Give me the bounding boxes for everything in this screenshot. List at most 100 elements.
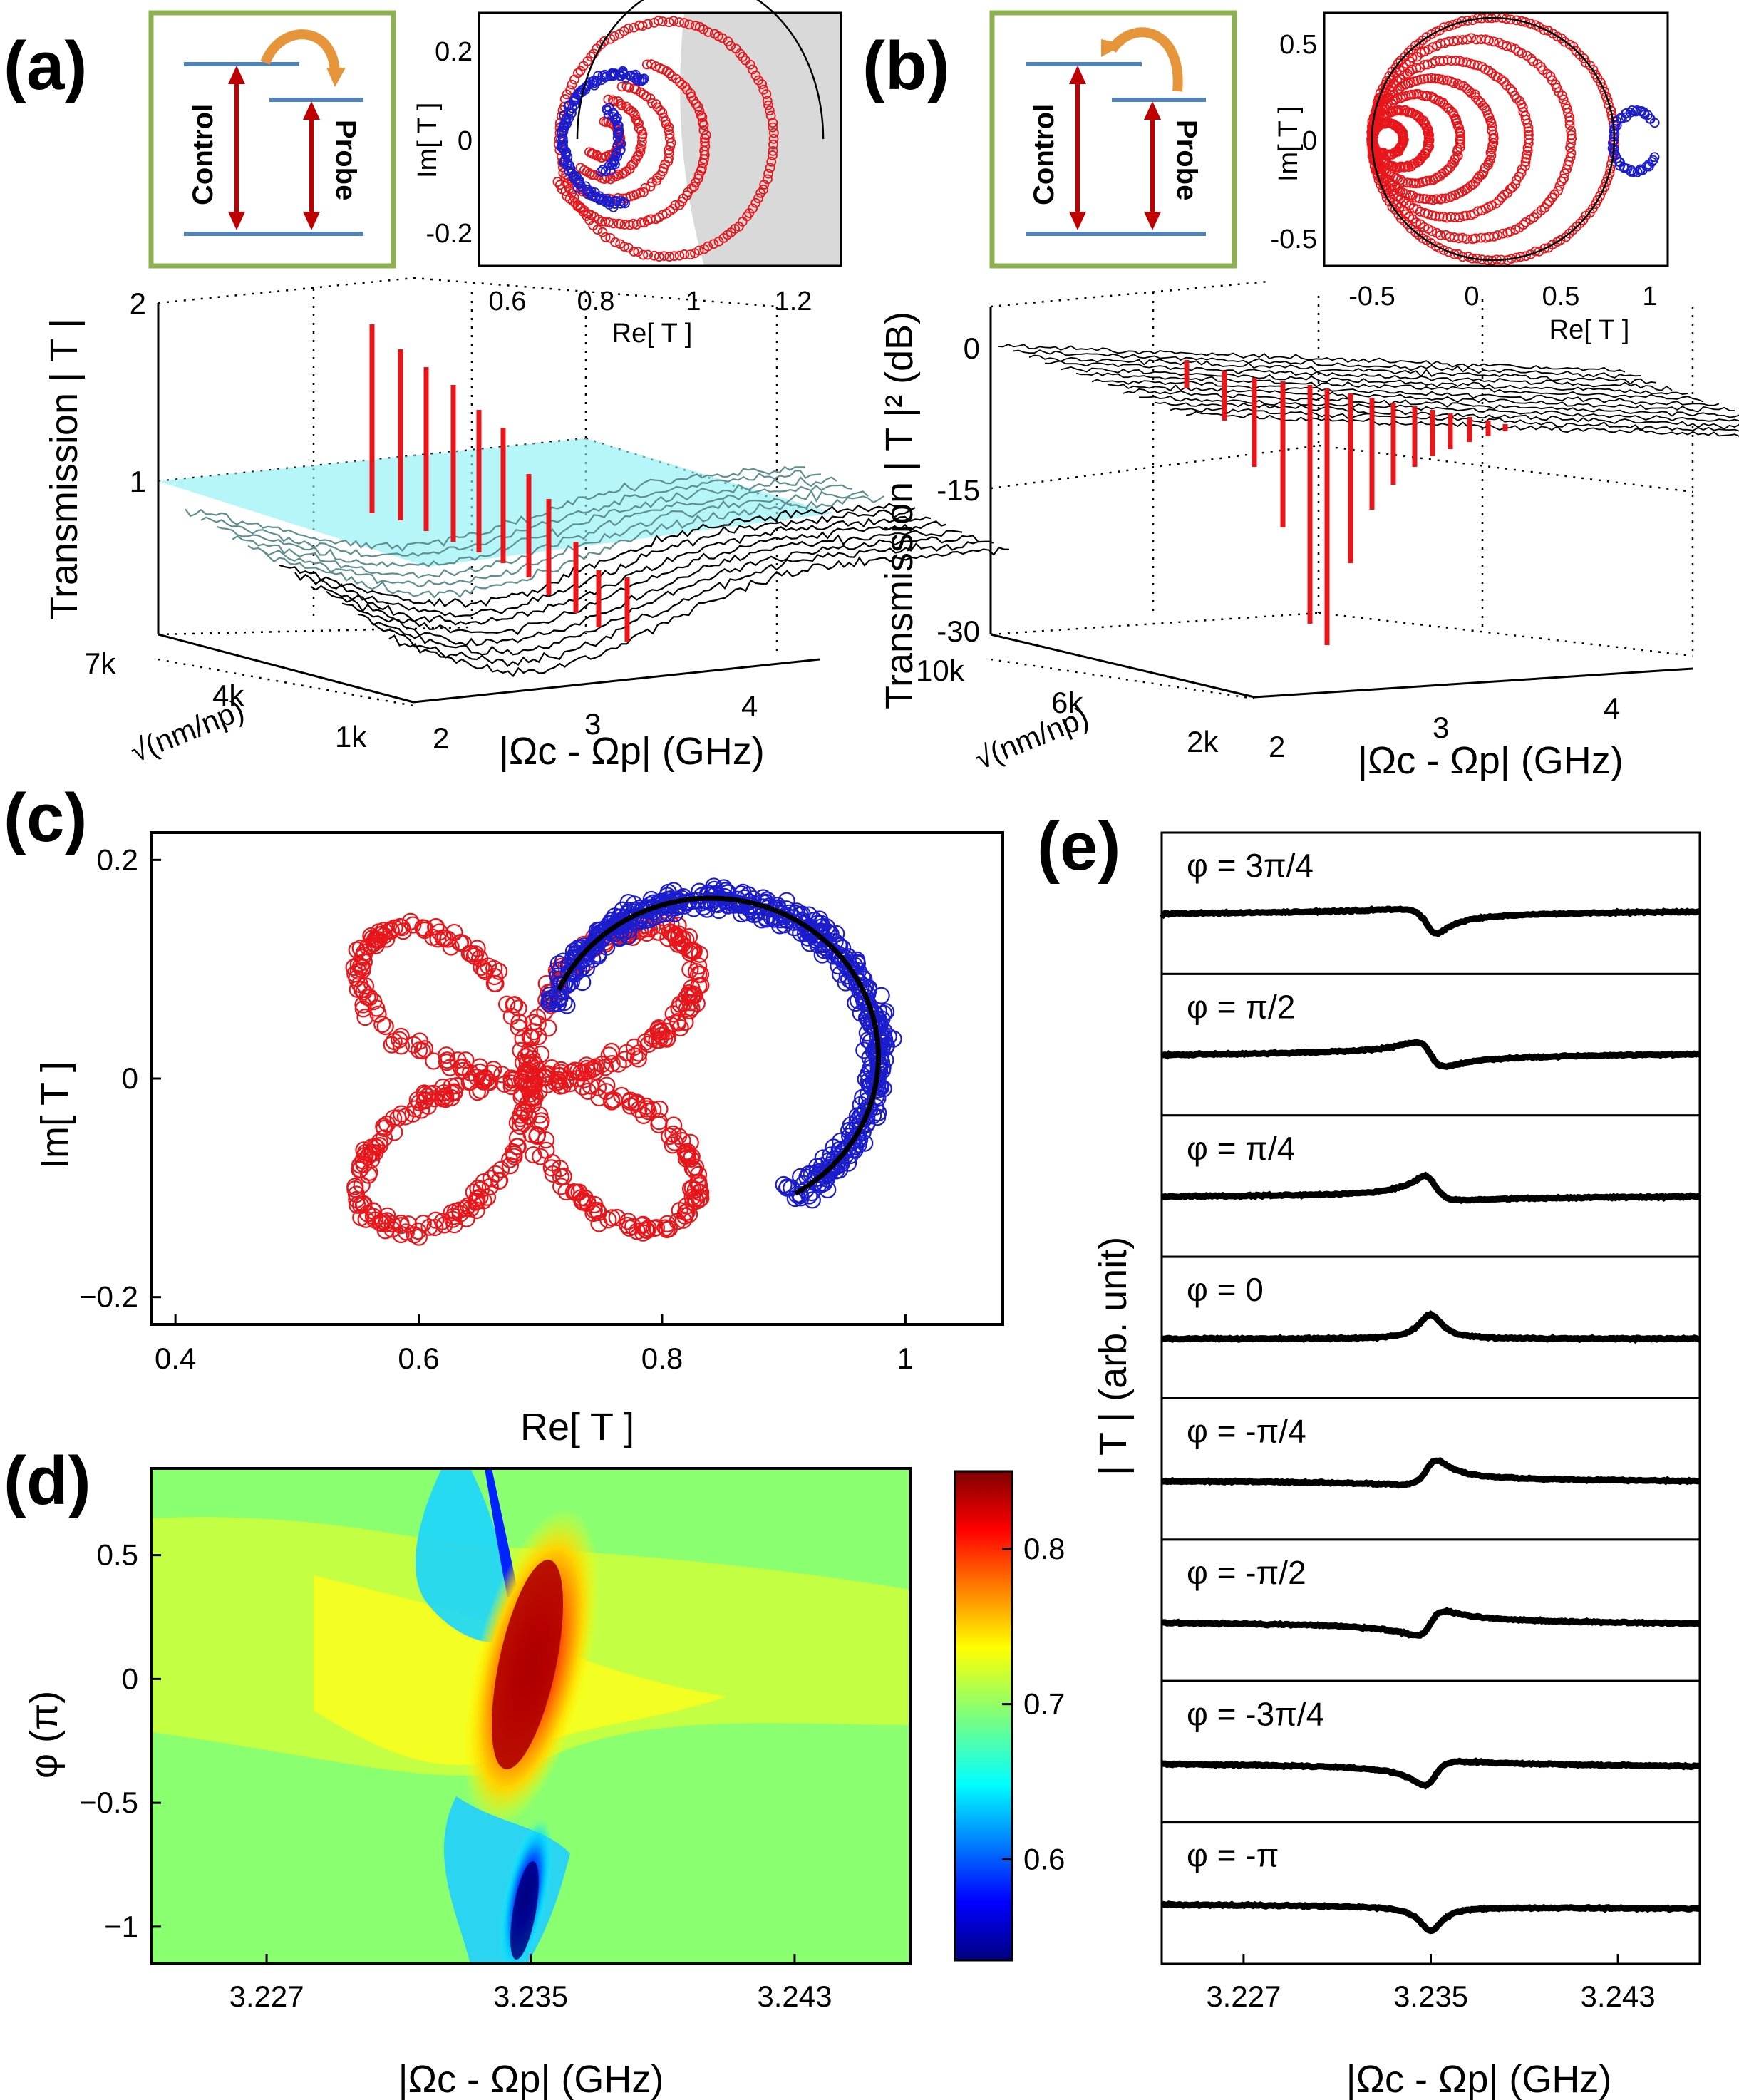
- polar-point: [623, 242, 634, 253]
- polar-point: [1497, 228, 1508, 239]
- b-polar-xtick-4: 1: [1642, 282, 1657, 312]
- polar-point: [1563, 160, 1573, 170]
- a-ztick-2: 1: [130, 465, 146, 498]
- e-trace-label: φ = 0: [1187, 1271, 1264, 1308]
- polar-point: [1502, 41, 1512, 51]
- polar-point: [1452, 18, 1463, 29]
- c-blue-point: [551, 975, 569, 993]
- c-blue-point: [715, 879, 733, 897]
- c-red-point: [438, 1046, 455, 1064]
- c-blue-point: [778, 1179, 796, 1197]
- c-red-point: [564, 1183, 583, 1201]
- c-red-point: [346, 1180, 364, 1198]
- c-blue-point: [847, 994, 865, 1012]
- c-red-point: [359, 1166, 378, 1184]
- b-trace: [1060, 366, 1688, 396]
- c-red-point: [650, 1116, 668, 1134]
- a-polar-xtick-2: 0.8: [577, 287, 615, 316]
- polar-point: [1434, 211, 1445, 222]
- c-red-point: [493, 1066, 511, 1084]
- c-red-point: [633, 1217, 651, 1235]
- polar-point: [708, 239, 719, 249]
- polar-point: [674, 250, 685, 261]
- polar-point: [1435, 56, 1445, 66]
- polar-point: [652, 102, 663, 113]
- polar-point: [1444, 21, 1454, 31]
- polar-point: [696, 110, 706, 121]
- b-xtick-1: 2: [1269, 730, 1285, 763]
- c-red-point: [502, 1074, 520, 1092]
- polar-point: [1539, 25, 1549, 35]
- c-red-point: [505, 996, 522, 1014]
- polar-point: [698, 120, 709, 130]
- a-trace: [185, 465, 806, 552]
- polar-point: [765, 163, 775, 173]
- panel-a-polar-points: [552, 0, 825, 262]
- b-ylabel: √(nm/np): [970, 700, 1093, 776]
- c-red-point: [537, 1141, 555, 1159]
- polar-point: [639, 187, 649, 197]
- c-red-point: [671, 995, 689, 1013]
- polar-point: [766, 156, 777, 167]
- colorbar-tick: 0.7: [1023, 1687, 1065, 1721]
- d-ylabel: φ (π): [23, 1691, 66, 1779]
- a-polar-xlabel: Re[ T ]: [612, 319, 693, 349]
- c-red-point: [574, 1078, 592, 1096]
- polar-point: [1599, 86, 1610, 97]
- polar-point: [592, 76, 602, 87]
- a-xlabel: |Ωc - Ωp| (GHz): [499, 730, 765, 773]
- polar-point: [615, 196, 626, 207]
- c-red-point: [531, 1115, 549, 1133]
- c-ytick: 0.2: [97, 843, 138, 876]
- polar-point: [613, 169, 624, 180]
- a-ztick-1: 2: [130, 287, 146, 320]
- polar-point: [1526, 53, 1537, 64]
- polar-point: [1542, 68, 1552, 79]
- c-blue-point: [665, 882, 683, 900]
- c-red-point: [505, 1148, 523, 1165]
- panel-e-traces: φ = 3π/4 φ = π/2 φ = π/4 φ = 0 φ = -π/4 φ = -…: [1160, 831, 1702, 2013]
- polar-point: [1556, 33, 1567, 43]
- c-red-point: [501, 1157, 519, 1175]
- polar-point: [1425, 175, 1435, 186]
- e-xtick: 3.227: [1206, 1980, 1281, 2013]
- c-red-point: [508, 1138, 526, 1155]
- c-red-point: [638, 1222, 656, 1240]
- c-red-point: [521, 1028, 539, 1046]
- panel-a: (a) Control Probe 0.2 0 -0.2: [4, 0, 1010, 773]
- panel-a-red-peaks: [369, 324, 630, 642]
- polar-point: [679, 249, 690, 259]
- polar-point: [600, 216, 610, 227]
- polar-point: [693, 102, 703, 112]
- polar-point: [1566, 125, 1577, 136]
- polar-point: [669, 251, 679, 262]
- polar-point: [657, 16, 668, 26]
- c-red-point: [512, 1118, 530, 1136]
- b-ytick-1: 10k: [916, 654, 965, 687]
- polar-point: [700, 133, 710, 143]
- polar-point: [655, 170, 666, 180]
- a-trace: [279, 503, 900, 609]
- e-ylabel: | T | (arb. unit): [1092, 1237, 1135, 1476]
- panel-b-transmission-traces: [997, 344, 1739, 437]
- c-red-point: [468, 1193, 486, 1210]
- polar-point: [1419, 73, 1429, 84]
- polar-point: [597, 227, 608, 237]
- polar-point: [1625, 107, 1636, 118]
- b-trace: [1154, 401, 1739, 430]
- c-red-point: [590, 1088, 608, 1107]
- polar-point: [575, 163, 586, 173]
- polar-point: [1430, 73, 1440, 84]
- colorbar-ticks: 0.8 0.7 0.6: [1002, 1532, 1065, 1875]
- polar-point: [1445, 162, 1455, 173]
- polar-point: [600, 232, 611, 242]
- polar-point: [1517, 48, 1527, 58]
- polar-point: [614, 218, 624, 229]
- polar-point: [1481, 105, 1492, 116]
- polar-point: [1443, 247, 1454, 257]
- panel-c-ticks: 0.4 0.6 0.8 1 0.2 0 −0.2: [79, 843, 914, 1375]
- polar-point: [1488, 129, 1499, 140]
- b-ytick-3: 2k: [1187, 725, 1219, 758]
- c-red-point: [645, 1220, 663, 1237]
- a-polar-ytick-1: 0.2: [435, 37, 473, 67]
